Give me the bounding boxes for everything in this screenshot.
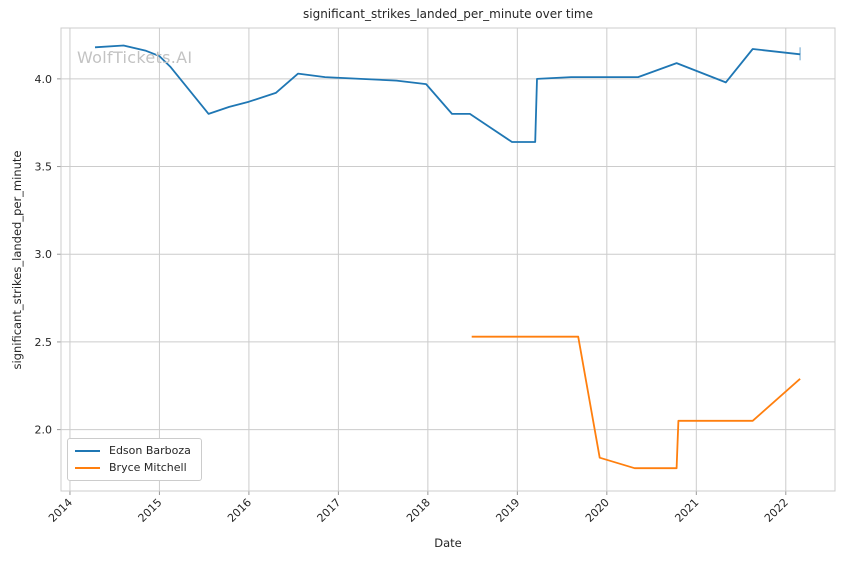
x-axis-label: Date: [434, 536, 462, 550]
x-tick-label: 2022: [762, 496, 791, 525]
x-tick-label: 2015: [136, 496, 165, 525]
x-tick-label: 2020: [583, 496, 612, 525]
legend-item-bryce-mitchell: Bryce Mitchell: [75, 461, 191, 474]
gridlines: [61, 28, 835, 491]
x-tick-label: 2019: [493, 496, 522, 525]
tick-marks: [57, 78, 787, 495]
y-tick-label: 2.0: [35, 424, 53, 437]
x-tick-label: 2017: [315, 496, 344, 525]
legend-line-swatch: [75, 449, 100, 452]
x-tick-label: 2014: [46, 496, 75, 525]
legend: Edson Barboza Bryce Mitchell: [67, 438, 202, 481]
watermark: WolfTickets.AI: [77, 48, 193, 67]
y-tick-label: 2.5: [35, 336, 53, 349]
series-line-bryce-mitchell: [471, 335, 801, 470]
x-tick-label: 2016: [225, 496, 254, 525]
legend-label: Bryce Mitchell: [109, 461, 187, 474]
y-tick-label: 3.5: [35, 161, 53, 174]
y-tick-label: 3.0: [35, 248, 53, 261]
y-tick-label: 4.0: [35, 73, 53, 86]
y-axis-label: significant_strikes_landed_per_minute: [10, 150, 24, 370]
x-tick-label: 2021: [672, 496, 701, 525]
legend-item-edson-barboza: Edson Barboza: [75, 444, 191, 457]
chart-title: significant_strikes_landed_per_minute ov…: [302, 7, 593, 21]
series-line-edson-barboza: [94, 44, 801, 143]
plot-border: [60, 27, 836, 492]
legend-line-swatch: [75, 466, 100, 469]
legend-label: Edson Barboza: [109, 444, 191, 457]
x-tick-label: 2018: [404, 496, 433, 525]
